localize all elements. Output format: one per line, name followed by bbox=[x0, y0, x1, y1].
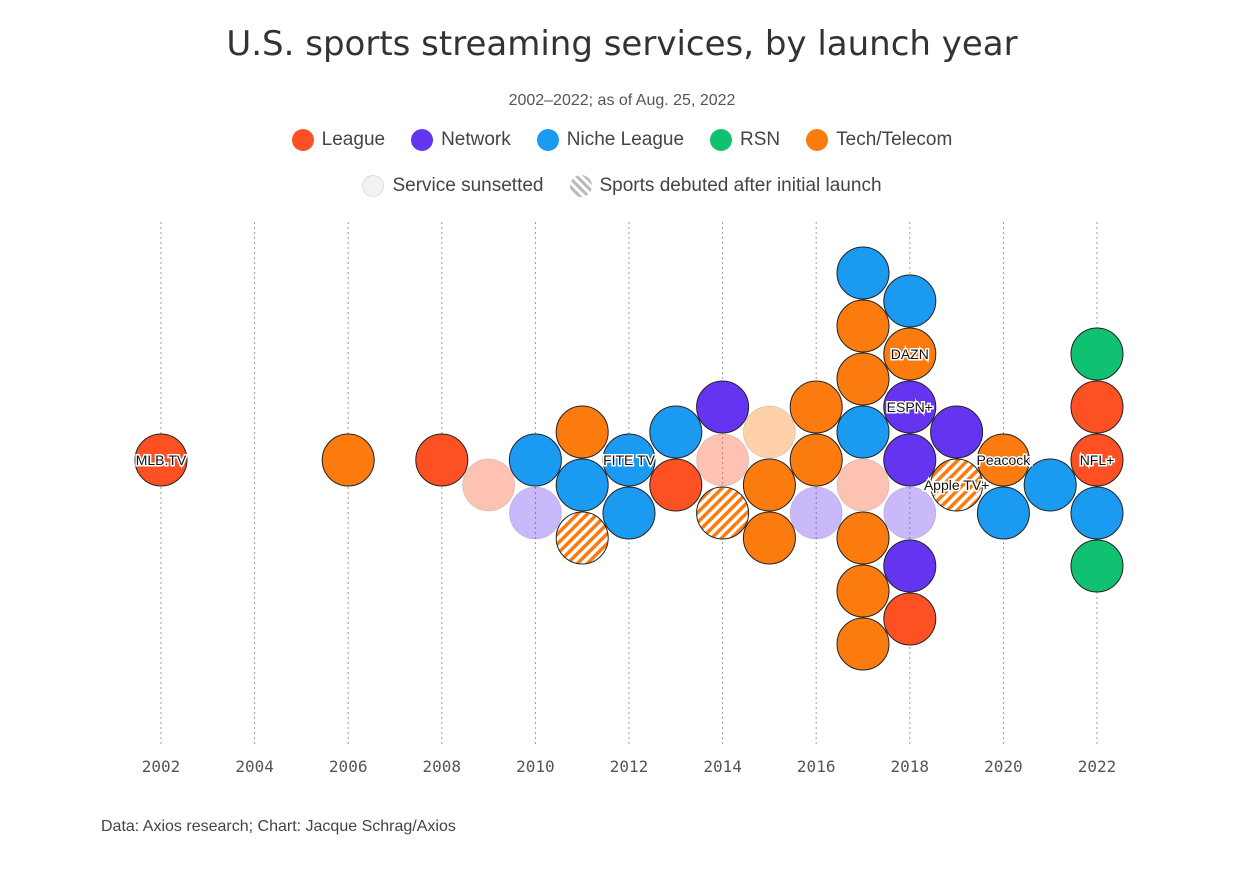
bubble-mlb-tv bbox=[134, 433, 188, 487]
x-tick-label-2008: 2008 bbox=[423, 757, 462, 776]
legend-label-league: League bbox=[321, 129, 386, 150]
bubble-niche-league-2017-23 bbox=[836, 405, 890, 459]
chart-subtitle: 2002–2022; as of Aug. 25, 2022 bbox=[508, 92, 736, 109]
x-tick-label-2018: 2018 bbox=[891, 757, 930, 776]
x-tick-label-2014: 2014 bbox=[703, 757, 742, 776]
x-tick-label-2016: 2016 bbox=[797, 757, 836, 776]
source-note: Data: Axios research; Chart: Jacque Schr… bbox=[101, 818, 456, 835]
service-bubbles bbox=[134, 246, 1124, 671]
bubble-tech-telecom-2015-16 bbox=[742, 458, 796, 512]
label-apple-tv: Apple TV+ bbox=[924, 477, 990, 493]
bubble-network-2018-33 bbox=[883, 539, 937, 593]
chart-title: U.S. sports streaming services, by launc… bbox=[226, 24, 1018, 64]
bubble-dazn bbox=[883, 327, 937, 381]
bubble-league-2013-11 bbox=[649, 458, 703, 512]
bubble-fite-tv bbox=[602, 433, 656, 487]
label-espn: ESPN+ bbox=[887, 399, 933, 415]
bubble-niche-league-2021-41 bbox=[1023, 458, 1077, 512]
bubble-niche-league-2012-10 bbox=[602, 486, 656, 540]
legend-item-tech-telecom: Tech/Telecom bbox=[806, 129, 952, 151]
legend-label-debuted-later: Sports debuted after initial launch bbox=[599, 175, 882, 196]
legend-styles: Service sunsetted Sports debuted after i… bbox=[0, 175, 1244, 197]
bubble-league-2008-2 bbox=[415, 433, 469, 487]
bubble-tech-telecom-2016-19 bbox=[789, 433, 843, 487]
legend-swatch-tech-telecom bbox=[806, 129, 829, 151]
bubble-tech-telecom-2006-1 bbox=[321, 433, 375, 487]
bubble-network-2016-20 bbox=[789, 486, 843, 540]
bubble-tech-telecom-2014-14 bbox=[696, 486, 750, 540]
bubble-network-2018-30 bbox=[883, 433, 937, 487]
bubble-tech-telecom-2011-8 bbox=[555, 511, 609, 565]
legend-swatch-network bbox=[411, 129, 434, 151]
bubble-tech-telecom-2017-25 bbox=[836, 352, 890, 406]
legend-swatch-rsn bbox=[710, 129, 733, 151]
bubble-tech-telecom-2011-7 bbox=[555, 405, 609, 459]
x-tick-label-2012: 2012 bbox=[610, 757, 649, 776]
bubble-league-2014-13 bbox=[696, 433, 749, 487]
bubble-niche-league-2010-4 bbox=[508, 433, 562, 487]
bubble-rsn-2022-45 bbox=[1070, 539, 1124, 593]
legend-label-network: Network bbox=[441, 129, 511, 150]
bubble-nfl bbox=[1070, 433, 1124, 487]
label-fite-tv: FITE TV bbox=[603, 452, 656, 468]
bubble-niche-league-2017-29 bbox=[836, 246, 890, 300]
label-peacock: Peacock bbox=[977, 452, 1032, 468]
label-dazn: DAZN bbox=[891, 346, 929, 362]
legend-label-tech-telecom: Tech/Telecom bbox=[836, 129, 953, 150]
legend-item-rsn: RSN bbox=[710, 129, 780, 151]
bubble-network-2010-5 bbox=[509, 486, 562, 540]
bubble-peacock bbox=[976, 433, 1030, 487]
bubble-niche-league-2020-40 bbox=[976, 486, 1030, 540]
bubble-league-2022-44 bbox=[1070, 380, 1124, 434]
bubble-network-2019-38 bbox=[930, 405, 984, 459]
bubble-tech-telecom-2017-27 bbox=[836, 299, 890, 353]
x-axis-ticks: 2002 2004 2006 2008 2010 2012 2014 2016 2018 2020… bbox=[142, 757, 1117, 776]
bubble-network-2014-15 bbox=[696, 380, 750, 434]
label-mlb-tv: MLB.TV bbox=[136, 452, 187, 468]
bubble-tech-telecom-2017-26 bbox=[836, 564, 890, 618]
legend-item-niche-league: Niche League bbox=[536, 129, 685, 151]
x-tick-label-2010: 2010 bbox=[516, 757, 555, 776]
legend-swatch-niche-league bbox=[536, 129, 559, 151]
x-tick-label-2020: 2020 bbox=[984, 757, 1023, 776]
bubble-tech-telecom-2017-28 bbox=[836, 617, 890, 671]
legend-item-network: Network bbox=[411, 129, 511, 151]
x-tick-label-2006: 2006 bbox=[329, 757, 368, 776]
bubble-network-2018-31 bbox=[883, 486, 937, 540]
bubble-niche-league-2011-6 bbox=[555, 458, 609, 512]
label-nfl: NFL+ bbox=[1080, 452, 1115, 468]
bubble-league-2009-3 bbox=[462, 458, 516, 512]
legend-item-debuted-later: Sports debuted after initial launch bbox=[569, 175, 882, 197]
legend-swatch-debuted-later bbox=[569, 175, 592, 197]
bubble-tech-telecom-2016-21 bbox=[789, 380, 843, 434]
x-tick-label-2004: 2004 bbox=[235, 757, 274, 776]
bubble-tech-telecom-2015-18 bbox=[742, 511, 796, 565]
bubble-niche-league-2022-43 bbox=[1070, 486, 1124, 540]
legend-swatch-sunsetted bbox=[362, 175, 385, 197]
x-tick-label-2002: 2002 bbox=[142, 757, 181, 776]
x-tick-label-2022: 2022 bbox=[1078, 757, 1117, 776]
legend-item-league: League bbox=[291, 129, 386, 151]
bubble-league-2017-22 bbox=[836, 458, 890, 512]
bubble-rsn-2022-46 bbox=[1070, 327, 1124, 381]
legend-label-sunsetted: Service sunsetted bbox=[392, 175, 544, 196]
legend-item-sunsetted: Service sunsetted bbox=[362, 175, 544, 197]
bubble-niche-league-2013-12 bbox=[649, 405, 703, 459]
bubble-espn bbox=[883, 380, 937, 434]
legend-swatch-league bbox=[291, 129, 314, 151]
bubble-niche-league-2018-36 bbox=[883, 274, 937, 328]
service-labels: MLB.TV FITE TV ESPN+ DAZN Apple TV+ Peacock NF… bbox=[134, 345, 1116, 495]
bubble-league-2018-35 bbox=[883, 592, 937, 646]
legend-label-niche-league: Niche League bbox=[566, 129, 685, 150]
bubble-tech-telecom-2015-17 bbox=[743, 405, 796, 459]
bubble-tech-telecom-2017-24 bbox=[836, 511, 890, 565]
legend-categories: League Network Niche League RSN Tech/Tel… bbox=[0, 129, 1244, 151]
bubble-apple-tv bbox=[930, 458, 984, 512]
legend-label-rsn: RSN bbox=[740, 129, 781, 150]
